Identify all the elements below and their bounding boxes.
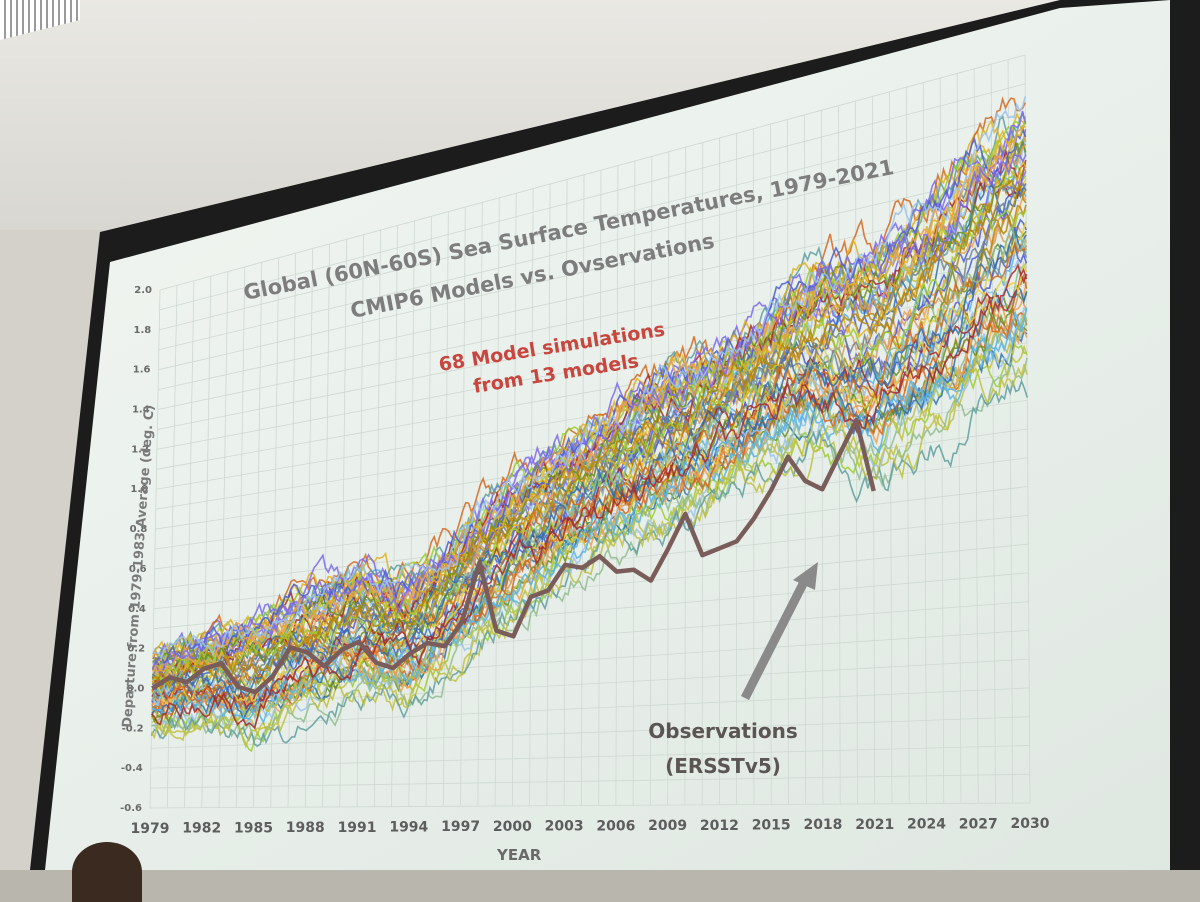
grid-line-horizontal [150,803,1030,808]
chart-title: Global (60N-60S) Sea Surface Temperature… [241,155,895,305]
x-tick-label: 1997 [441,819,480,835]
grid-line-horizontal [151,745,1030,768]
grid-line-horizontal [150,774,1029,788]
observations-annotation: Observations (ERSSTv5) [648,719,797,778]
y-tick-label: 1.8 [134,325,152,336]
x-tick-label: 2015 [752,817,791,833]
x-tick-labels: 1979 1982 1985 1988 1991 1994 1997 2000 2003 2006… [131,816,1050,837]
x-tick-label: 1991 [338,820,377,836]
y-tick-label: 2.0 [134,285,152,296]
x-tick-label: 2006 [596,818,635,834]
y-tick-label: -0.4 [121,763,143,774]
x-tick-label: 1985 [234,820,273,836]
x-tick-label: 1979 [131,821,170,837]
x-tick-label: 2018 [803,817,842,833]
x-axis-title: YEAR [496,846,542,864]
x-tick-label: 2024 [907,817,946,833]
x-tick-label: 2009 [648,818,687,834]
x-tick-label: 1982 [182,821,221,837]
x-tick-label: 2021 [855,817,894,833]
x-tick-label: 2030 [1011,816,1050,832]
chart: -0.6-0.4-0.20.00.20.40.60.81.01.21.41.61… [0,0,1200,870]
annotation-line: (ERSSTv5) [665,754,781,778]
x-tick-label: 2012 [700,818,739,834]
audience-head [72,842,142,902]
x-tick-label: 1994 [389,820,428,836]
y-tick-label: -0.6 [120,803,142,814]
y-axis-title: Departure from 1979-1983 Average (deg. C… [120,404,158,728]
x-tick-label: 1988 [286,820,325,836]
annotation-line: Observations [648,719,797,743]
x-tick-label: 2027 [959,816,998,832]
x-tick-label: 2003 [545,819,584,835]
x-tick-label: 2000 [493,819,532,835]
y-tick-label: 1.6 [133,365,151,376]
grid-line-horizontal [151,717,1029,749]
model-simulations [151,97,1027,751]
